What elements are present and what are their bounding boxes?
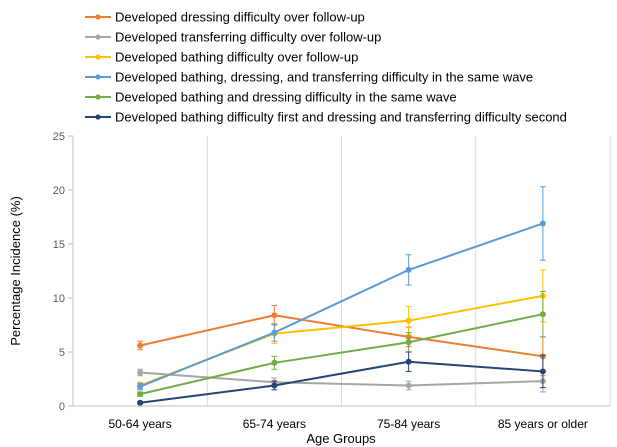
data-point: [405, 339, 412, 346]
y-tick-label: 25: [53, 131, 65, 143]
y-tick-label: 15: [53, 239, 65, 251]
axes: 0 5 10 15 20 25 50-64 years 65-74 years 75-84 ye…: [53, 131, 610, 431]
series-line: [139, 313, 544, 396]
x-tick-label: 85 years or older: [498, 417, 588, 431]
legend: Developed dressing difficulty over follo…: [85, 10, 567, 125]
y-tick-label: 0: [59, 401, 65, 413]
x-tick-label: 50-64 years: [108, 417, 171, 431]
y-tick-label: 5: [59, 347, 65, 359]
data-point: [137, 383, 144, 390]
data-point: [271, 382, 278, 389]
series-line: [139, 360, 543, 404]
data-point: [539, 220, 546, 227]
x-tick-label: 75-84 years: [377, 417, 440, 431]
data-point: [405, 317, 412, 324]
series: [137, 368, 546, 393]
legend-label: Developed dressing difficulty over follo…: [115, 10, 365, 25]
series: [137, 186, 546, 391]
data-point: [405, 266, 412, 273]
data-point: [271, 359, 278, 366]
x-axis-title: Age Groups: [306, 431, 376, 446]
legend-swatch-marker: [95, 114, 101, 120]
data-point: [539, 368, 546, 375]
legend-label: Developed bathing and dressing difficult…: [115, 90, 457, 105]
data-point: [137, 399, 144, 406]
legend-label: Developed bathing difficulty first and d…: [115, 110, 567, 125]
legend-swatch-marker: [95, 94, 101, 100]
series: [137, 291, 546, 398]
series-line: [139, 222, 544, 388]
series-lines: [137, 186, 546, 406]
y-tick-label: 10: [53, 293, 65, 305]
legend-swatch-marker: [95, 14, 101, 20]
data-point: [271, 312, 278, 319]
x-tick-label: 65-74 years: [243, 417, 306, 431]
data-point: [137, 391, 144, 398]
data-point: [405, 382, 412, 389]
series: [137, 351, 546, 406]
gridlines: [206, 136, 611, 406]
y-axis-title: Percentage Incidence (%): [8, 196, 23, 346]
data-point: [137, 369, 144, 376]
legend-label: Developed bathing, dressing, and transfe…: [115, 70, 533, 85]
data-point: [405, 358, 412, 365]
series-line: [140, 371, 543, 387]
legend-label: Developed bathing difficulty over follow…: [115, 50, 358, 65]
legend-label: Developed transferring difficulty over f…: [115, 30, 381, 45]
data-point: [539, 311, 546, 318]
data-point: [271, 329, 278, 336]
legend-swatch-marker: [95, 74, 101, 80]
y-tick-label: 20: [53, 185, 65, 197]
legend-swatch-marker: [95, 54, 101, 60]
data-point: [137, 342, 144, 349]
series-line: [139, 314, 544, 358]
legend-swatch-marker: [95, 34, 101, 40]
